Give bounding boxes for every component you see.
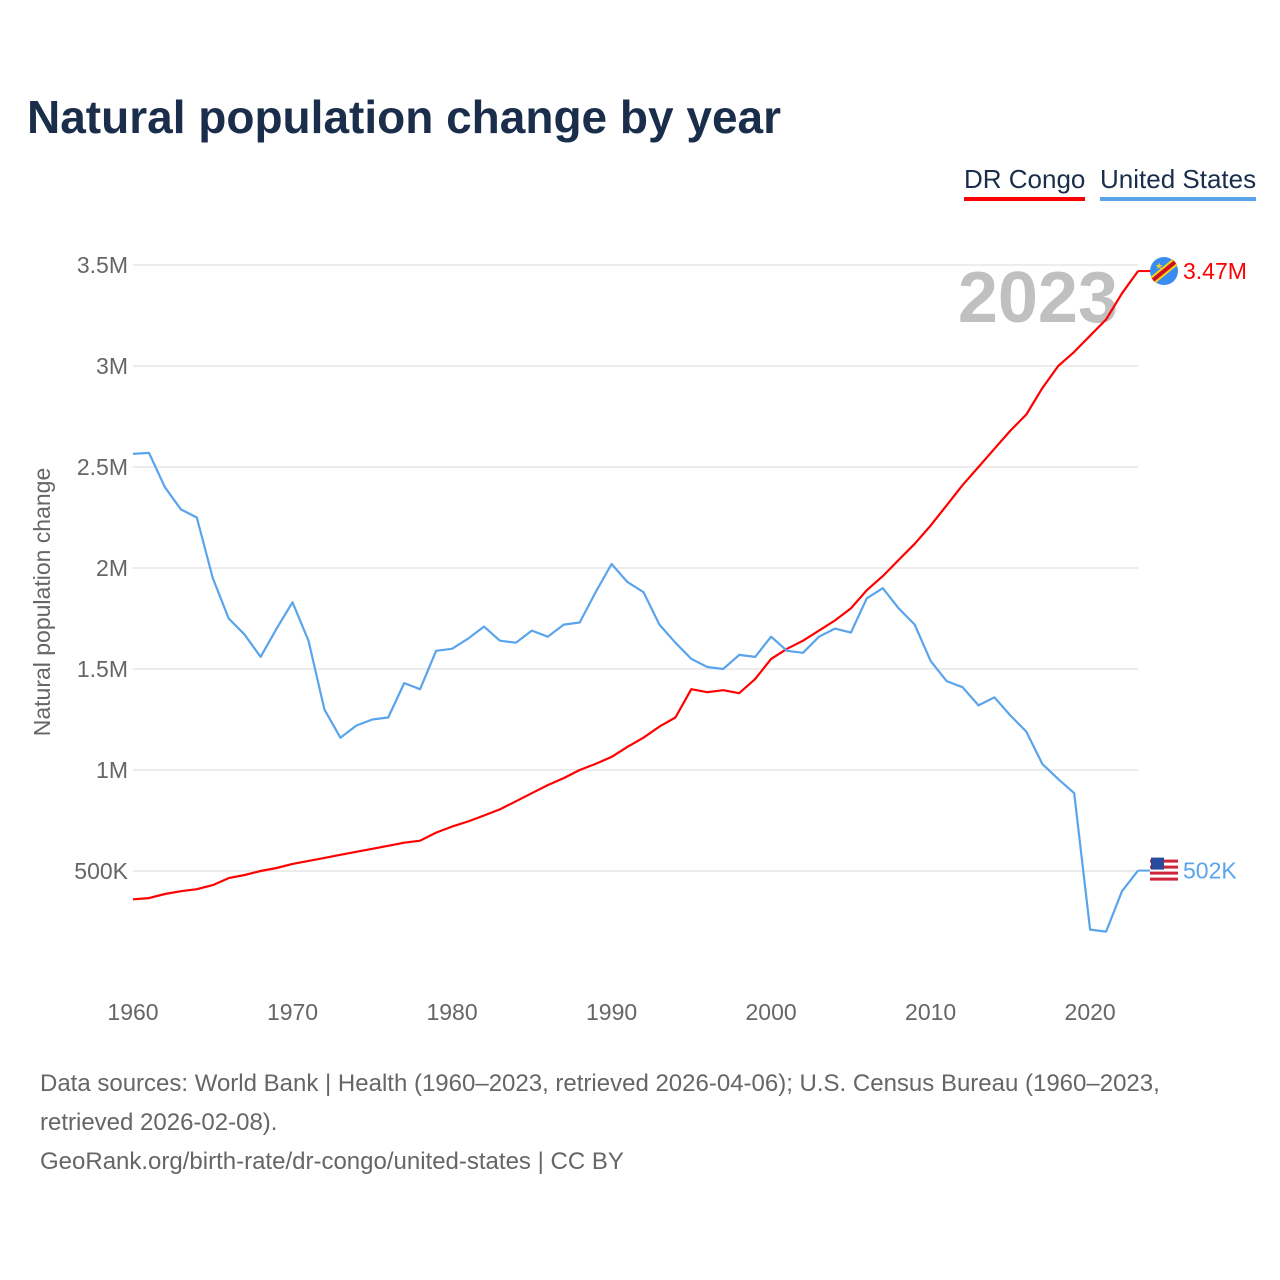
credit-link[interactable]: GeoRank.org/birth-rate/dr-congo/united-s… [40, 1148, 624, 1175]
x-tick-label: 1960 [107, 999, 158, 1025]
x-tick-label: 2000 [746, 999, 797, 1025]
footer: Data sources: World Bank | Health (1960–… [40, 1064, 1250, 1181]
end-value-label: 3.47M [1183, 258, 1247, 284]
end-value-label: 502K [1183, 858, 1237, 884]
flag-star: ★ [1155, 261, 1163, 271]
y-axis-label: Natural population change [29, 468, 55, 737]
x-tick-label: 1980 [426, 999, 477, 1025]
y-tick-label: 2M [96, 555, 128, 581]
legend-dr-congo[interactable]: DR Congo [964, 164, 1086, 201]
flag-stripe [1151, 260, 1177, 282]
flag-stripe [1150, 871, 1178, 875]
data-sources: Data sources: World Bank | Health (1960–… [40, 1070, 1160, 1136]
y-tick-label: 1.5M [77, 656, 128, 682]
flag-canton [1151, 857, 1164, 870]
y-tick-label: 500K [74, 858, 128, 884]
year-label: 2023 [958, 258, 1118, 338]
y-tick-label: 2.5M [77, 454, 128, 480]
line-chart: 2023 500K 1M 1.5M 2M 2.5M 3M 3.5M 1960 1970 1980 19… [29, 252, 1247, 1025]
series-line-united-states [132, 451, 1139, 933]
flag-stripe [1150, 877, 1178, 881]
x-tick-label: 1990 [586, 999, 637, 1025]
y-tick-label: 1M [96, 757, 128, 783]
series-line-dr-congo [132, 270, 1139, 901]
x-tick-label: 2010 [905, 999, 956, 1025]
y-tick-label: 3M [96, 353, 128, 379]
legend-united-states[interactable]: United States [1100, 164, 1257, 201]
x-tick-label: 1970 [267, 999, 318, 1025]
x-tick-label: 2020 [1065, 999, 1116, 1025]
chart-title: Natural population change by year [27, 91, 782, 143]
y-tick-label: 3.5M [77, 252, 128, 278]
